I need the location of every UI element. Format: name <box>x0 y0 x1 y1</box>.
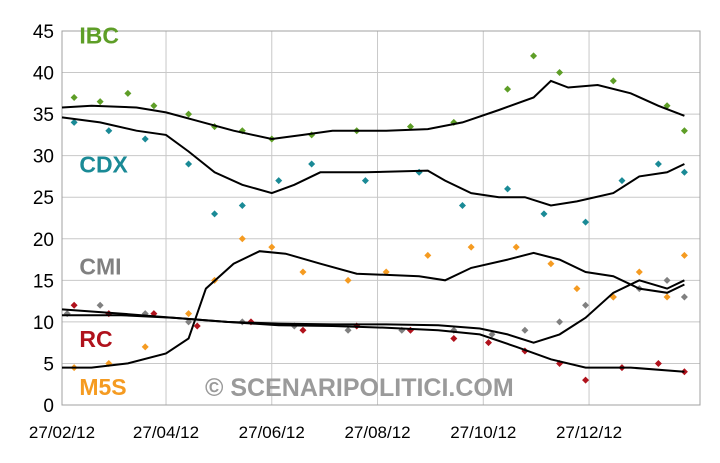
point-cdx <box>361 177 369 185</box>
points-layer <box>63 52 688 384</box>
point-ibc <box>185 110 193 118</box>
point-m5s <box>141 343 149 351</box>
x-tick-label: 27/04/12 <box>133 423 199 442</box>
point-ibc <box>124 89 132 97</box>
point-cmi <box>680 293 688 301</box>
x-tick-label: 27/06/12 <box>239 423 305 442</box>
y-tick-label: 5 <box>43 354 54 375</box>
point-cdx <box>504 185 512 193</box>
point-cdx <box>105 127 113 135</box>
trend-line-rc <box>61 308 685 373</box>
point-ibc <box>96 98 104 106</box>
point-ibc <box>504 85 512 93</box>
point-m5s <box>344 276 352 284</box>
y-tick-label: 40 <box>33 64 54 85</box>
axis-layer: 0 5 10 15 20 25 30 35 40 45 27/02/12 27/04/12 27/06/… <box>29 22 701 442</box>
series-label-cmi: CMI <box>79 254 121 280</box>
point-cdx <box>275 177 283 185</box>
point-ibc <box>406 123 414 131</box>
point-cmi <box>556 318 564 326</box>
y-tick-label: 30 <box>33 147 54 168</box>
point-ibc <box>150 102 158 110</box>
y-tick-label: 45 <box>33 22 54 43</box>
point-cmi <box>488 330 496 338</box>
point-rc <box>70 301 78 309</box>
point-ibc <box>70 93 78 101</box>
y-tick-label: 10 <box>33 313 54 334</box>
point-m5s <box>424 251 432 259</box>
label-layer: IBC CDX CMI RC M5S <box>79 22 128 400</box>
trend-line-cmi <box>62 250 685 369</box>
watermark: © SCENARIPOLITICI.COM <box>205 374 514 402</box>
x-tick-label: 27/10/12 <box>450 423 516 442</box>
series-label-rc: RC <box>79 326 112 352</box>
point-cdx <box>680 168 688 176</box>
series-label-cdx: CDX <box>79 151 128 177</box>
point-cdx <box>70 118 78 126</box>
point-m5s <box>635 268 643 276</box>
plot-frame <box>61 30 701 406</box>
point-cdx <box>141 135 149 143</box>
point-cdx <box>618 177 626 185</box>
point-m5s <box>547 260 555 268</box>
y-tick-label: 25 <box>33 188 54 209</box>
point-ibc <box>556 69 564 77</box>
point-m5s <box>663 293 671 301</box>
series-label-ibc: IBC <box>79 22 119 48</box>
point-m5s <box>512 243 520 251</box>
point-m5s <box>680 251 688 259</box>
point-m5s <box>268 243 276 251</box>
point-cmi <box>582 301 590 309</box>
trend-line-ibc <box>61 79 685 141</box>
x-tick-label: 27/08/12 <box>344 423 410 442</box>
point-cdx <box>654 160 662 168</box>
y-tick-label: 15 <box>33 271 54 292</box>
point-cdx <box>238 202 246 210</box>
point-m5s <box>299 268 307 276</box>
point-cmi <box>663 276 671 284</box>
trend-layer <box>61 79 685 373</box>
point-rc <box>484 339 492 347</box>
point-ibc <box>680 127 688 135</box>
point-rc <box>299 326 307 334</box>
point-m5s <box>238 235 246 243</box>
point-ibc <box>530 52 538 60</box>
trend-line-m5s <box>62 279 685 344</box>
point-m5s <box>185 310 193 318</box>
point-cmi <box>344 326 352 334</box>
point-rc <box>582 376 590 384</box>
y-tick-label: 35 <box>33 105 54 126</box>
point-m5s <box>573 285 581 293</box>
point-cdx <box>582 218 590 226</box>
point-cmi <box>96 301 104 309</box>
y-tick-label: 0 <box>43 396 54 417</box>
y-tick-label: 20 <box>33 230 54 251</box>
point-cmi <box>185 318 193 326</box>
point-m5s <box>382 268 390 276</box>
trend-line-cdx <box>61 116 685 207</box>
x-tick-label: 27/12/12 <box>556 423 622 442</box>
series-label-m5s: M5S <box>79 374 126 400</box>
point-cdx <box>308 160 316 168</box>
point-cdx <box>540 210 548 218</box>
point-rc <box>654 359 662 367</box>
point-ibc <box>609 77 617 85</box>
point-rc <box>450 335 458 343</box>
point-cdx <box>458 202 466 210</box>
point-cdx <box>211 210 219 218</box>
point-rc <box>193 322 201 330</box>
x-tick-label: 27/02/12 <box>29 423 95 442</box>
point-cmi <box>521 326 529 334</box>
point-m5s <box>467 243 475 251</box>
point-cdx <box>185 160 193 168</box>
